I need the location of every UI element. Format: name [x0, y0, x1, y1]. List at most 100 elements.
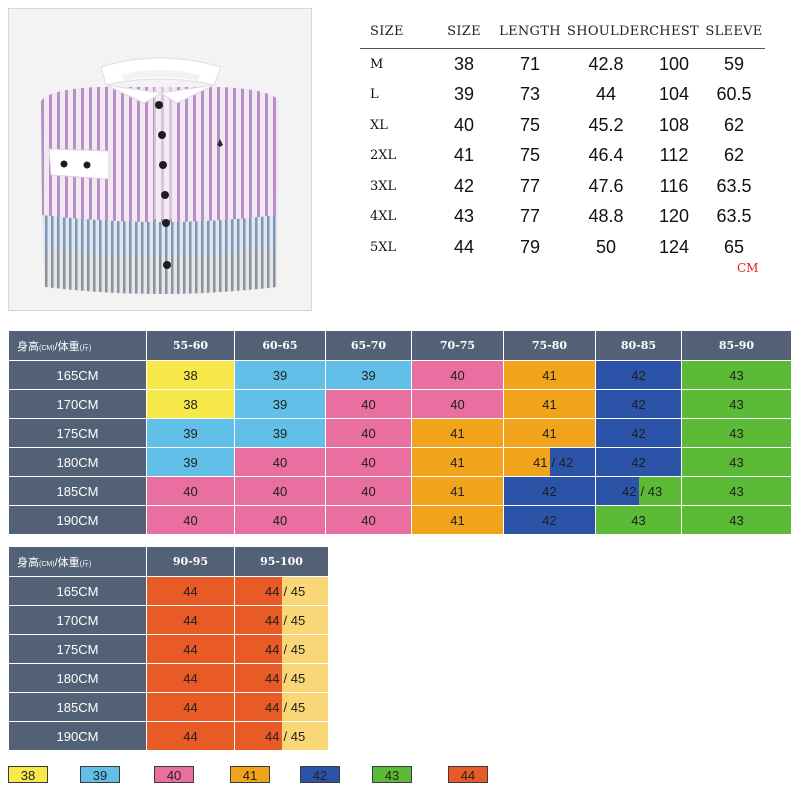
separator: / [54, 556, 58, 569]
legend-swatch: 43 [372, 766, 412, 783]
size-cell: 39 [234, 389, 326, 419]
size-cell: 40 [146, 505, 235, 535]
legend-swatch: 40 [154, 766, 194, 783]
height-row-label: 185CM [8, 476, 147, 506]
spec-header-sleeve: SLEEVE [705, 24, 763, 39]
spec-header-length: LENGTH [499, 24, 561, 39]
height-row-label: 180CM [8, 447, 147, 477]
spec-size-label: 4XL [370, 209, 397, 225]
grid-corner-label: 身高(CM)/体重(斤) [8, 546, 147, 577]
spec-row: 4XL 43 77 48.8 120 63.5 [360, 202, 765, 233]
split-size-cell: 41/ 42 [504, 448, 595, 476]
size-spec-table: SIZE SIZE LENGTH SHOULDER CHEST SLEEVE M… [360, 24, 765, 263]
size-option: / 45 [281, 635, 328, 663]
grid-row: 170CM 38 39 40 40 41 42 43 [8, 389, 792, 419]
size-cell: 44/ 45 [234, 634, 329, 664]
spec-size: 41 [453, 145, 475, 166]
legend-swatch: 42 [300, 766, 340, 783]
spec-row: 2XL 41 75 46.4 112 62 [360, 141, 765, 172]
height-unit: (CM) [39, 560, 55, 568]
weight-label: 体重 [57, 556, 80, 569]
spec-length: 77 [519, 175, 541, 196]
weight-label: 体重 [57, 340, 80, 353]
height-label: 身高 [17, 556, 39, 569]
size-cell: 38 [146, 360, 235, 390]
size-option: 44 [235, 693, 282, 721]
spec-chest: 116 [659, 175, 689, 196]
size-cell: 39 [234, 360, 326, 390]
split-size-cell: 44/ 45 [235, 635, 328, 663]
size-cell: 40 [325, 389, 412, 419]
size-cell: 40 [325, 476, 412, 506]
spec-row: 3XL 42 77 47.6 116 63.5 [360, 171, 765, 202]
size-cell: 43 [681, 447, 792, 477]
spec-body: M 38 71 42.8 100 59 L 39 73 44 104 60.5 XL 40 75 45.2 10… [360, 49, 765, 263]
spec-chest: 104 [658, 84, 690, 105]
spec-chest: 124 [658, 236, 690, 257]
spec-shoulder: 42.8 [588, 53, 624, 74]
spec-size-label: 2XL [370, 148, 397, 164]
spec-shoulder: 46.4 [588, 145, 624, 166]
size-option: 44 [235, 664, 282, 692]
weight-range-header: 70-75 [411, 330, 504, 361]
weight-range-header: 65-70 [325, 330, 412, 361]
size-cell: 40 [325, 505, 412, 535]
size-option: 44 [235, 606, 282, 634]
spec-sleeve: 60.5 [716, 84, 752, 105]
size-cell: 44 [146, 576, 235, 606]
spec-size: 38 [453, 53, 475, 74]
height-label: 身高 [17, 340, 39, 353]
spec-length: 79 [519, 236, 541, 257]
size-cell: 40 [234, 476, 326, 506]
height-row-label: 165CM [8, 360, 147, 390]
spec-unit-label: CM [737, 261, 759, 275]
spec-row: XL 40 75 45.2 108 62 [360, 110, 765, 141]
spec-header-shoulder: SHOULDER [567, 24, 650, 39]
spec-sleeve: 63.5 [716, 206, 752, 227]
size-cell: 40 [146, 476, 235, 506]
size-option: / 45 [281, 577, 328, 605]
grid-row: 175CM 39 39 40 41 41 42 43 [8, 418, 792, 448]
size-recommendation-grid-2: 身高(CM)/体重(斤) 90-95 95-100 165CM 44 44/ 45 170C… [8, 546, 329, 751]
weight-range-header: 95-100 [234, 546, 329, 577]
spec-size: 43 [453, 206, 475, 227]
size-cell: 39 [325, 360, 412, 390]
size-cell: 40 [411, 389, 504, 419]
size-cell: 43 [681, 418, 792, 448]
size-option: / 45 [281, 693, 328, 721]
grid-row: 175CM 44 44/ 45 [8, 634, 329, 664]
height-row-label: 170CM [8, 389, 147, 419]
size-option: / 45 [281, 722, 328, 750]
size-option: / 43 [638, 477, 681, 505]
size-option: / 42 [549, 448, 595, 476]
height-row-label: 165CM [8, 576, 147, 606]
size-cell: 42 [503, 476, 596, 506]
size-cell: 39 [146, 447, 235, 477]
size-option: 41 [504, 448, 550, 476]
spec-shoulder: 45.2 [588, 114, 624, 135]
product-photo [8, 8, 312, 311]
weight-unit: (斤) [79, 344, 92, 352]
size-cell: 43 [681, 476, 792, 506]
size-option: 42 [596, 477, 639, 505]
grid-row: 180CM 39 40 40 41 41/ 42 42 43 [8, 447, 792, 477]
height-row-label: 170CM [8, 605, 147, 635]
legend-swatch: 44 [448, 766, 488, 783]
size-cell: 41 [411, 476, 504, 506]
size-cell: 41 [411, 447, 504, 477]
size-cell: 43 [681, 505, 792, 535]
spec-sleeve: 62 [723, 145, 745, 166]
size-cell: 41 [411, 505, 504, 535]
spec-row: M 38 71 42.8 100 59 [360, 49, 765, 80]
weight-range-header: 80-85 [595, 330, 682, 361]
spec-sleeve: 59 [723, 53, 745, 74]
spec-size-label: XL [370, 117, 388, 133]
size-cell: 41 [503, 418, 596, 448]
grid-row: 180CM 44 44/ 45 [8, 663, 329, 693]
spec-shoulder: 48.8 [588, 206, 624, 227]
spec-length: 75 [519, 114, 541, 135]
spec-size-label: M [370, 56, 384, 72]
height-row-label: 180CM [8, 663, 147, 693]
spec-shoulder: 47.6 [588, 175, 624, 196]
spec-sleeve: 62 [723, 114, 745, 135]
